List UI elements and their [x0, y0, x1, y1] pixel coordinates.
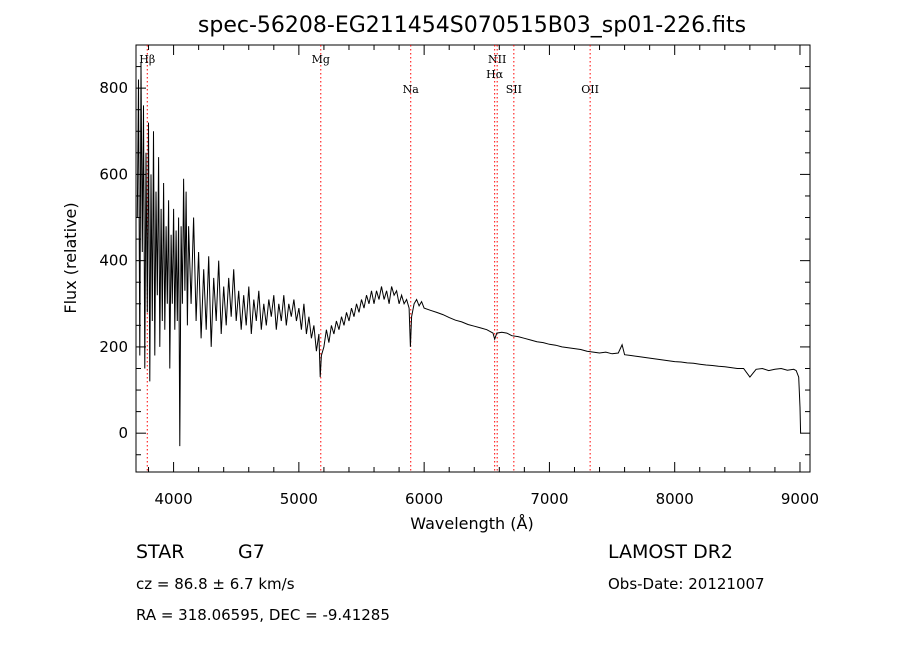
x-tick-label: 5000 [280, 490, 318, 508]
spectral-line-label: NII [488, 53, 506, 66]
spectral-line-label: OII [581, 83, 599, 96]
object-type: STAR [136, 541, 184, 563]
spectral-line-label: Na [403, 83, 420, 96]
spectrum-line [136, 62, 802, 447]
x-tick-label: 7000 [530, 490, 568, 508]
x-tick-label: 8000 [656, 490, 694, 508]
spectral-line-label: Hβ [139, 53, 155, 66]
redshift-velocity: cz = 86.8 ± 6.7 km/s [136, 575, 295, 593]
y-tick-label: 800 [99, 79, 128, 97]
y-tick-label: 600 [99, 165, 128, 183]
x-axis-ticks: 4000 5000 6000 7000 8000 9000 [148, 45, 819, 508]
survey-name: LAMOST DR2 [608, 541, 733, 563]
y-tick-label: 400 [99, 252, 128, 270]
object-subclass: G7 [238, 541, 265, 563]
y-tick-label: 0 [118, 424, 128, 442]
observation-date: Obs-Date: 20121007 [608, 575, 765, 593]
spectral-line-label: Mg [312, 53, 330, 66]
y-axis-ticks: 0 200 400 600 800 [99, 66, 810, 456]
y-axis-label: Flux (relative) [61, 202, 80, 313]
x-tick-label: 6000 [405, 490, 443, 508]
chart-title: spec-56208-EG211454S070515B03_sp01-226.f… [198, 13, 746, 38]
info-panel: STAR G7 LAMOST DR2 cz = 86.8 ± 6.7 km/s … [136, 541, 765, 624]
x-axis-label: Wavelength (Å) [410, 514, 533, 533]
sky-coordinates: RA = 318.06595, DEC = -9.41285 [136, 606, 390, 624]
spectral-line-label: SII [506, 83, 522, 96]
x-tick-label: 9000 [781, 490, 819, 508]
plot-frame [135, 44, 811, 473]
y-tick-label: 200 [99, 338, 128, 356]
spectral-line-label: Hα [486, 68, 504, 81]
x-tick-label: 4000 [154, 490, 192, 508]
spectrum-series [136, 62, 802, 447]
